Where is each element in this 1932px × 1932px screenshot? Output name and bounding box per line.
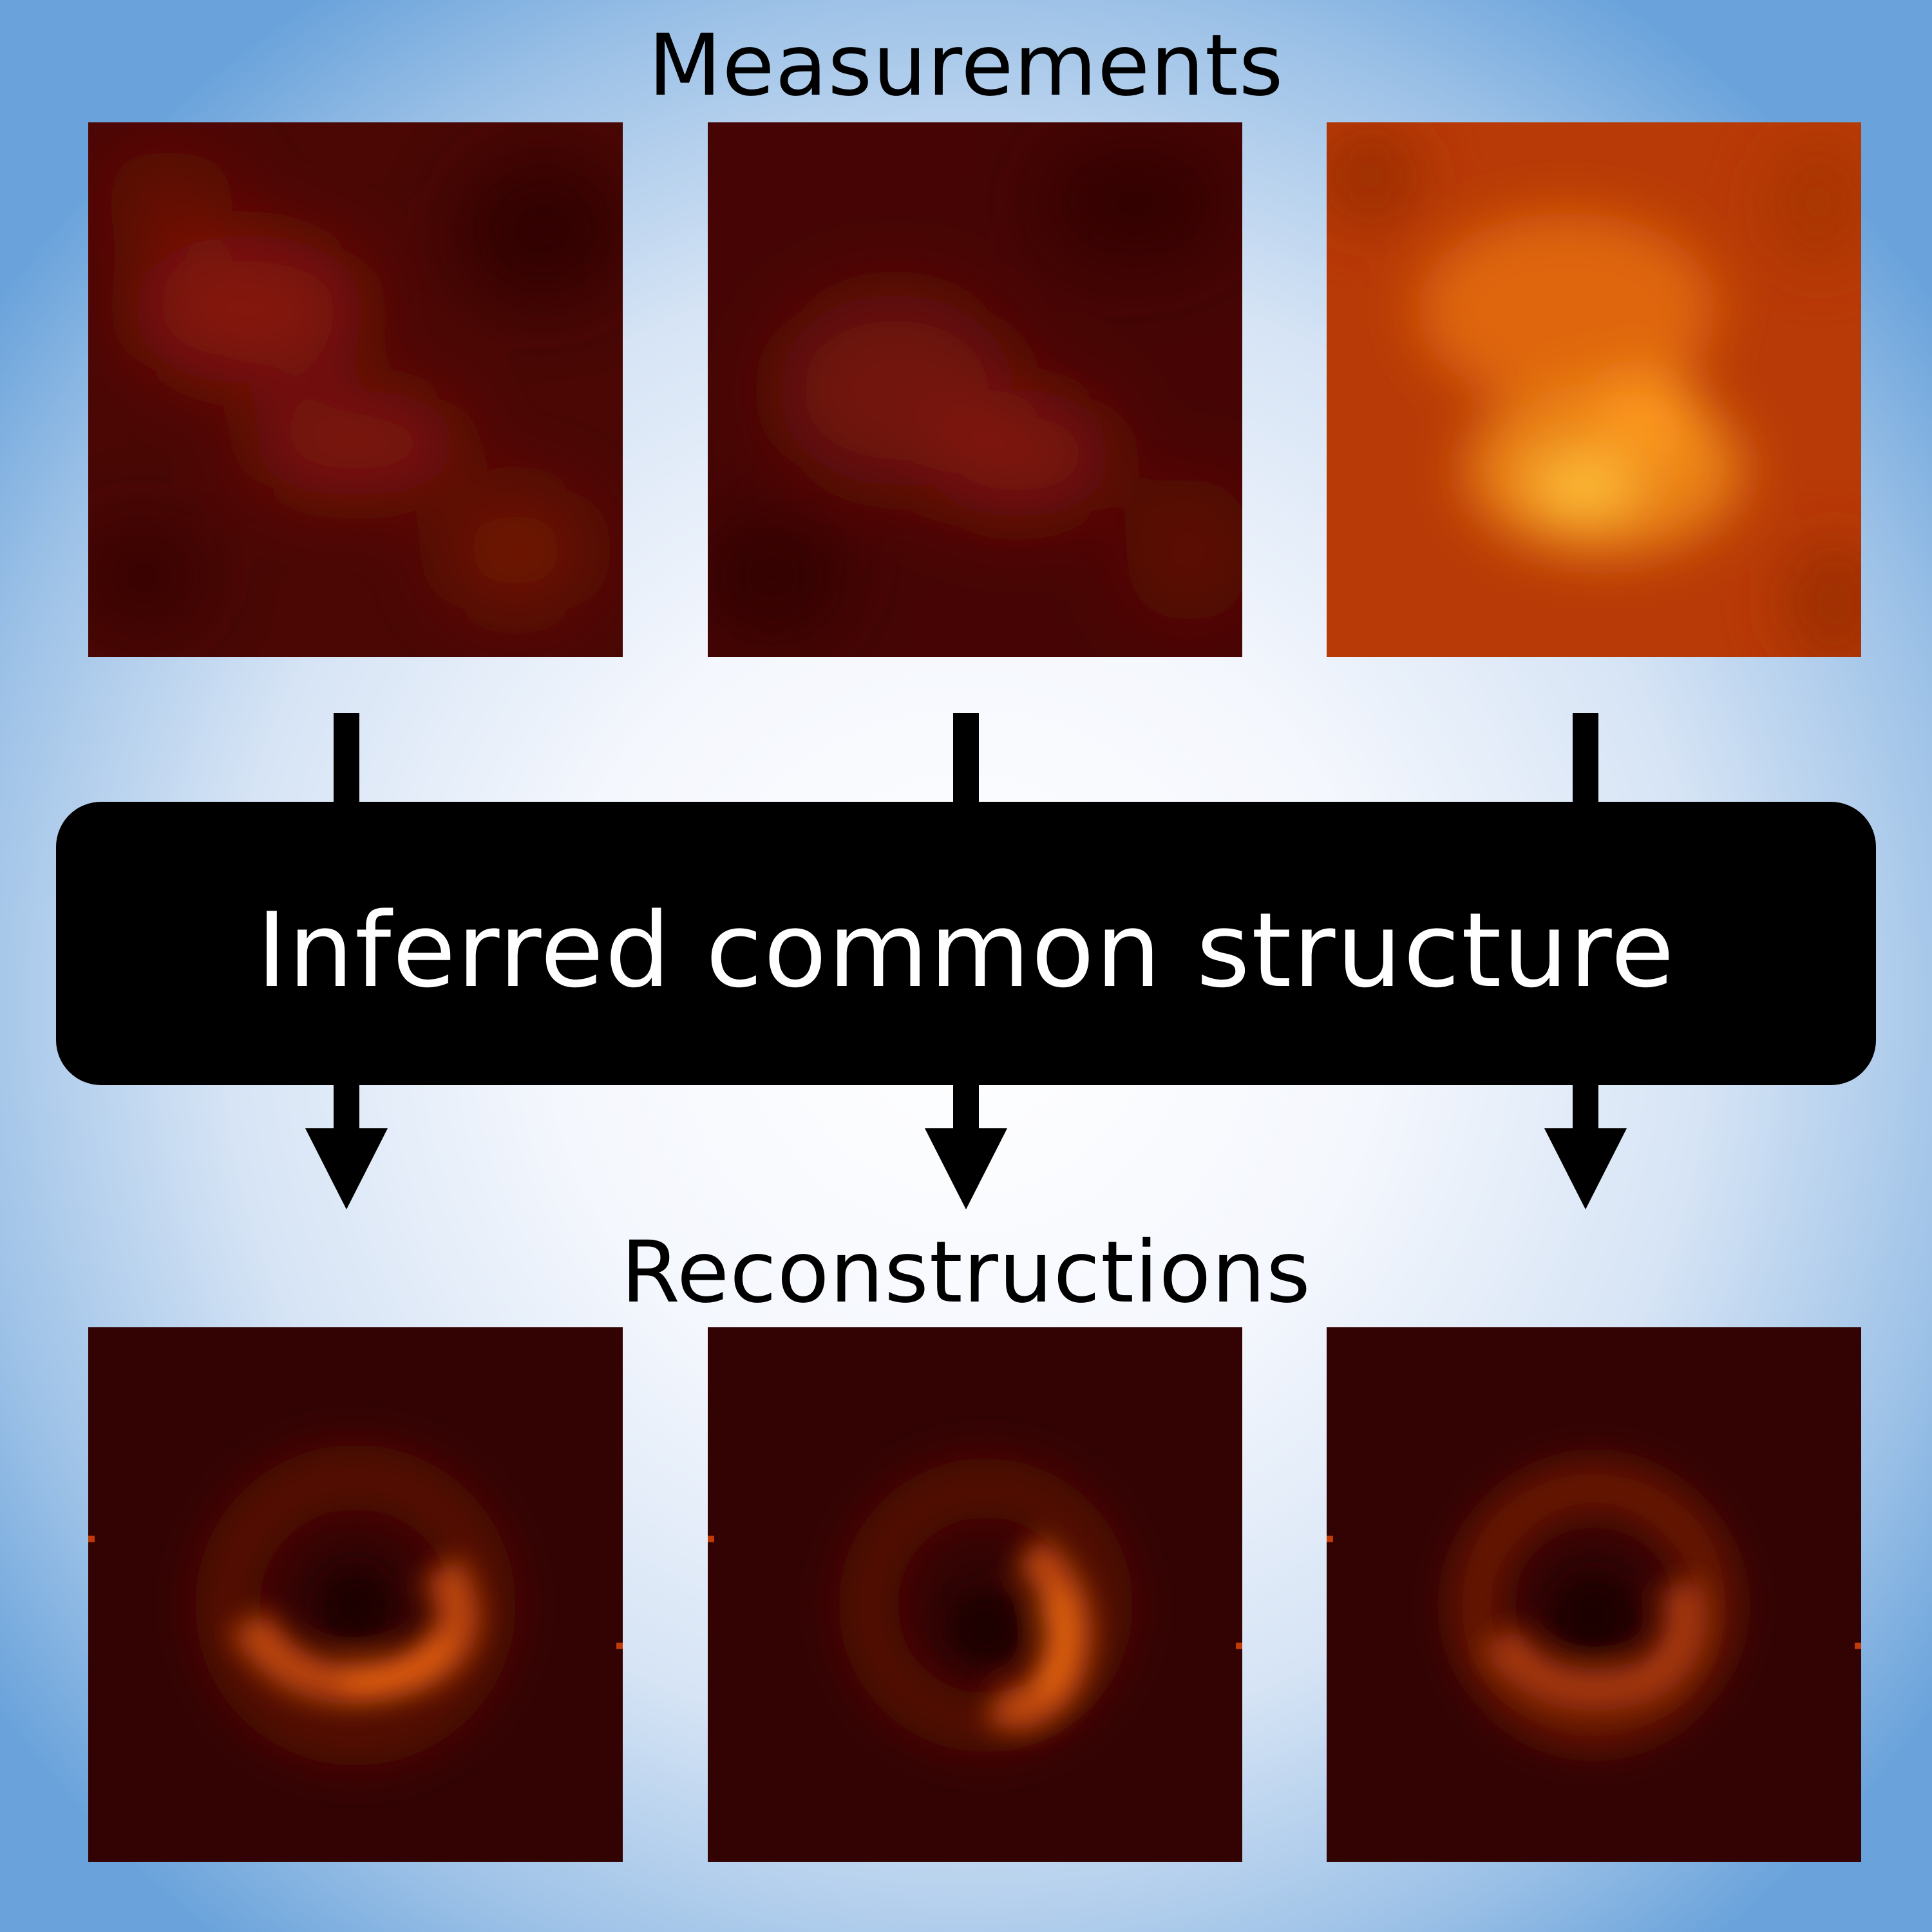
arrow-out-head-1 [305,1128,388,1209]
arrow-in-2 [953,713,979,816]
arrow-out-head-3 [1544,1128,1627,1209]
reconstruction-image-1 [88,1327,623,1862]
reconstructions-heading: Reconstructions [621,1223,1311,1322]
measurement-image-3 [1327,122,1861,657]
arrow-out-head-2 [925,1128,1007,1209]
arrow-in-3 [1573,713,1598,816]
measurement-image-2 [708,122,1242,657]
measurement-image-1 [88,122,623,657]
inferred-structure-label: Inferred common structure [256,889,1676,1010]
inferred-structure-box: Inferred common structure [56,802,1876,1085]
reconstruction-image-2 [708,1327,1242,1862]
measurements-heading: Measurements [648,16,1284,115]
reconstruction-image-3 [1327,1327,1861,1862]
arrow-in-1 [334,713,359,816]
